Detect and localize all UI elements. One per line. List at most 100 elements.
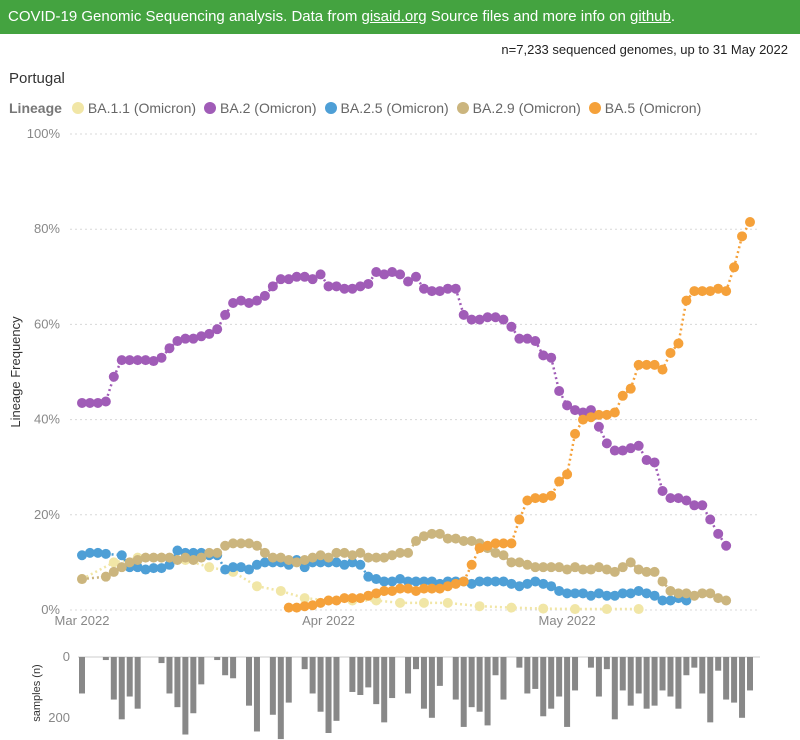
data-point[interactable]	[379, 552, 390, 563]
sample-bar[interactable]	[564, 657, 571, 727]
data-point[interactable]	[100, 571, 111, 582]
sample-bar[interactable]	[381, 657, 388, 723]
data-point[interactable]	[458, 576, 469, 587]
data-point[interactable]	[713, 283, 724, 294]
data-point[interactable]	[673, 493, 684, 504]
data-point[interactable]	[570, 562, 581, 573]
data-point[interactable]	[649, 590, 660, 601]
sample-bar[interactable]	[484, 657, 491, 726]
data-point[interactable]	[267, 552, 278, 563]
data-point[interactable]	[100, 548, 111, 559]
data-point[interactable]	[339, 593, 350, 604]
data-point[interactable]	[77, 397, 87, 408]
data-point[interactable]	[601, 564, 612, 575]
data-point[interactable]	[482, 576, 493, 587]
legend-item[interactable]: BA.2.9 (Omicron)	[456, 100, 581, 116]
data-point[interactable]	[442, 533, 453, 544]
sample-bar[interactable]	[739, 657, 746, 718]
data-point[interactable]	[108, 557, 119, 568]
data-point[interactable]	[172, 336, 183, 347]
data-point[interactable]	[212, 547, 223, 558]
data-point[interactable]	[681, 295, 692, 306]
data-point[interactable]	[180, 333, 191, 344]
data-point[interactable]	[514, 557, 525, 568]
data-point[interactable]	[418, 283, 429, 294]
data-point[interactable]	[156, 563, 167, 574]
data-point[interactable]	[522, 333, 533, 344]
data-point[interactable]	[132, 355, 143, 366]
data-point[interactable]	[578, 407, 588, 418]
data-point[interactable]	[617, 562, 628, 573]
data-point[interactable]	[124, 355, 135, 366]
data-point[interactable]	[585, 564, 596, 575]
data-point[interactable]	[148, 563, 159, 574]
data-point[interactable]	[299, 555, 310, 566]
sample-bar[interactable]	[309, 657, 316, 694]
data-point[interactable]	[458, 535, 469, 546]
data-point[interactable]	[530, 493, 541, 504]
data-point[interactable]	[442, 283, 453, 294]
data-point[interactable]	[721, 595, 732, 606]
data-point[interactable]	[585, 590, 596, 601]
data-point[interactable]	[538, 578, 549, 589]
data-point[interactable]	[339, 547, 350, 558]
data-point[interactable]	[546, 490, 557, 501]
data-point[interactable]	[251, 581, 262, 592]
data-point[interactable]	[395, 597, 406, 608]
data-point[interactable]	[617, 445, 628, 456]
sample-bar[interactable]	[166, 657, 173, 694]
data-point[interactable]	[259, 290, 270, 301]
data-point[interactable]	[108, 566, 119, 577]
data-point[interactable]	[140, 564, 151, 575]
data-point[interactable]	[387, 576, 398, 587]
data-point[interactable]	[132, 562, 143, 573]
data-point[interactable]	[450, 283, 461, 294]
data-point[interactable]	[570, 604, 581, 615]
data-point[interactable]	[601, 590, 612, 601]
data-point[interactable]	[482, 312, 493, 323]
data-point[interactable]	[283, 555, 294, 566]
data-point[interactable]	[331, 281, 342, 292]
sample-bar[interactable]	[389, 657, 396, 699]
sample-bar[interactable]	[572, 657, 579, 691]
data-point[interactable]	[363, 552, 374, 563]
sample-bar[interactable]	[556, 657, 563, 697]
data-point[interactable]	[331, 547, 342, 558]
data-point[interactable]	[498, 314, 509, 325]
data-point[interactable]	[363, 590, 374, 601]
data-point[interactable]	[355, 281, 366, 292]
data-point[interactable]	[657, 576, 668, 587]
data-point[interactable]	[323, 595, 334, 606]
sample-bar[interactable]	[285, 657, 292, 703]
data-point[interactable]	[371, 552, 382, 563]
sample-bar[interactable]	[460, 657, 467, 727]
sample-bar[interactable]	[667, 657, 674, 697]
data-point[interactable]	[506, 557, 517, 568]
data-point[interactable]	[347, 593, 358, 604]
data-point[interactable]	[307, 600, 318, 611]
sample-bar[interactable]	[126, 657, 133, 697]
sample-bar[interactable]	[715, 657, 722, 671]
data-point[interactable]	[371, 267, 382, 278]
data-point[interactable]	[212, 324, 223, 335]
data-point[interactable]	[323, 552, 334, 563]
data-point[interactable]	[490, 576, 501, 587]
data-point[interactable]	[554, 476, 565, 487]
legend-item[interactable]: BA.2 (Omicron)	[204, 100, 317, 116]
data-point[interactable]	[593, 421, 604, 432]
data-point[interactable]	[92, 547, 103, 558]
sample-bar[interactable]	[102, 657, 109, 661]
data-point[interactable]	[434, 528, 445, 539]
data-point[interactable]	[530, 576, 541, 587]
data-point[interactable]	[251, 559, 262, 570]
data-point[interactable]	[403, 583, 414, 594]
sample-bar[interactable]	[365, 657, 372, 688]
data-point[interactable]	[466, 559, 477, 570]
data-point[interactable]	[673, 338, 684, 349]
data-point[interactable]	[140, 552, 151, 563]
sample-bar[interactable]	[540, 657, 547, 717]
data-point[interactable]	[633, 359, 644, 370]
data-point[interactable]	[196, 331, 207, 342]
data-point[interactable]	[347, 557, 358, 568]
data-point[interactable]	[220, 309, 231, 320]
